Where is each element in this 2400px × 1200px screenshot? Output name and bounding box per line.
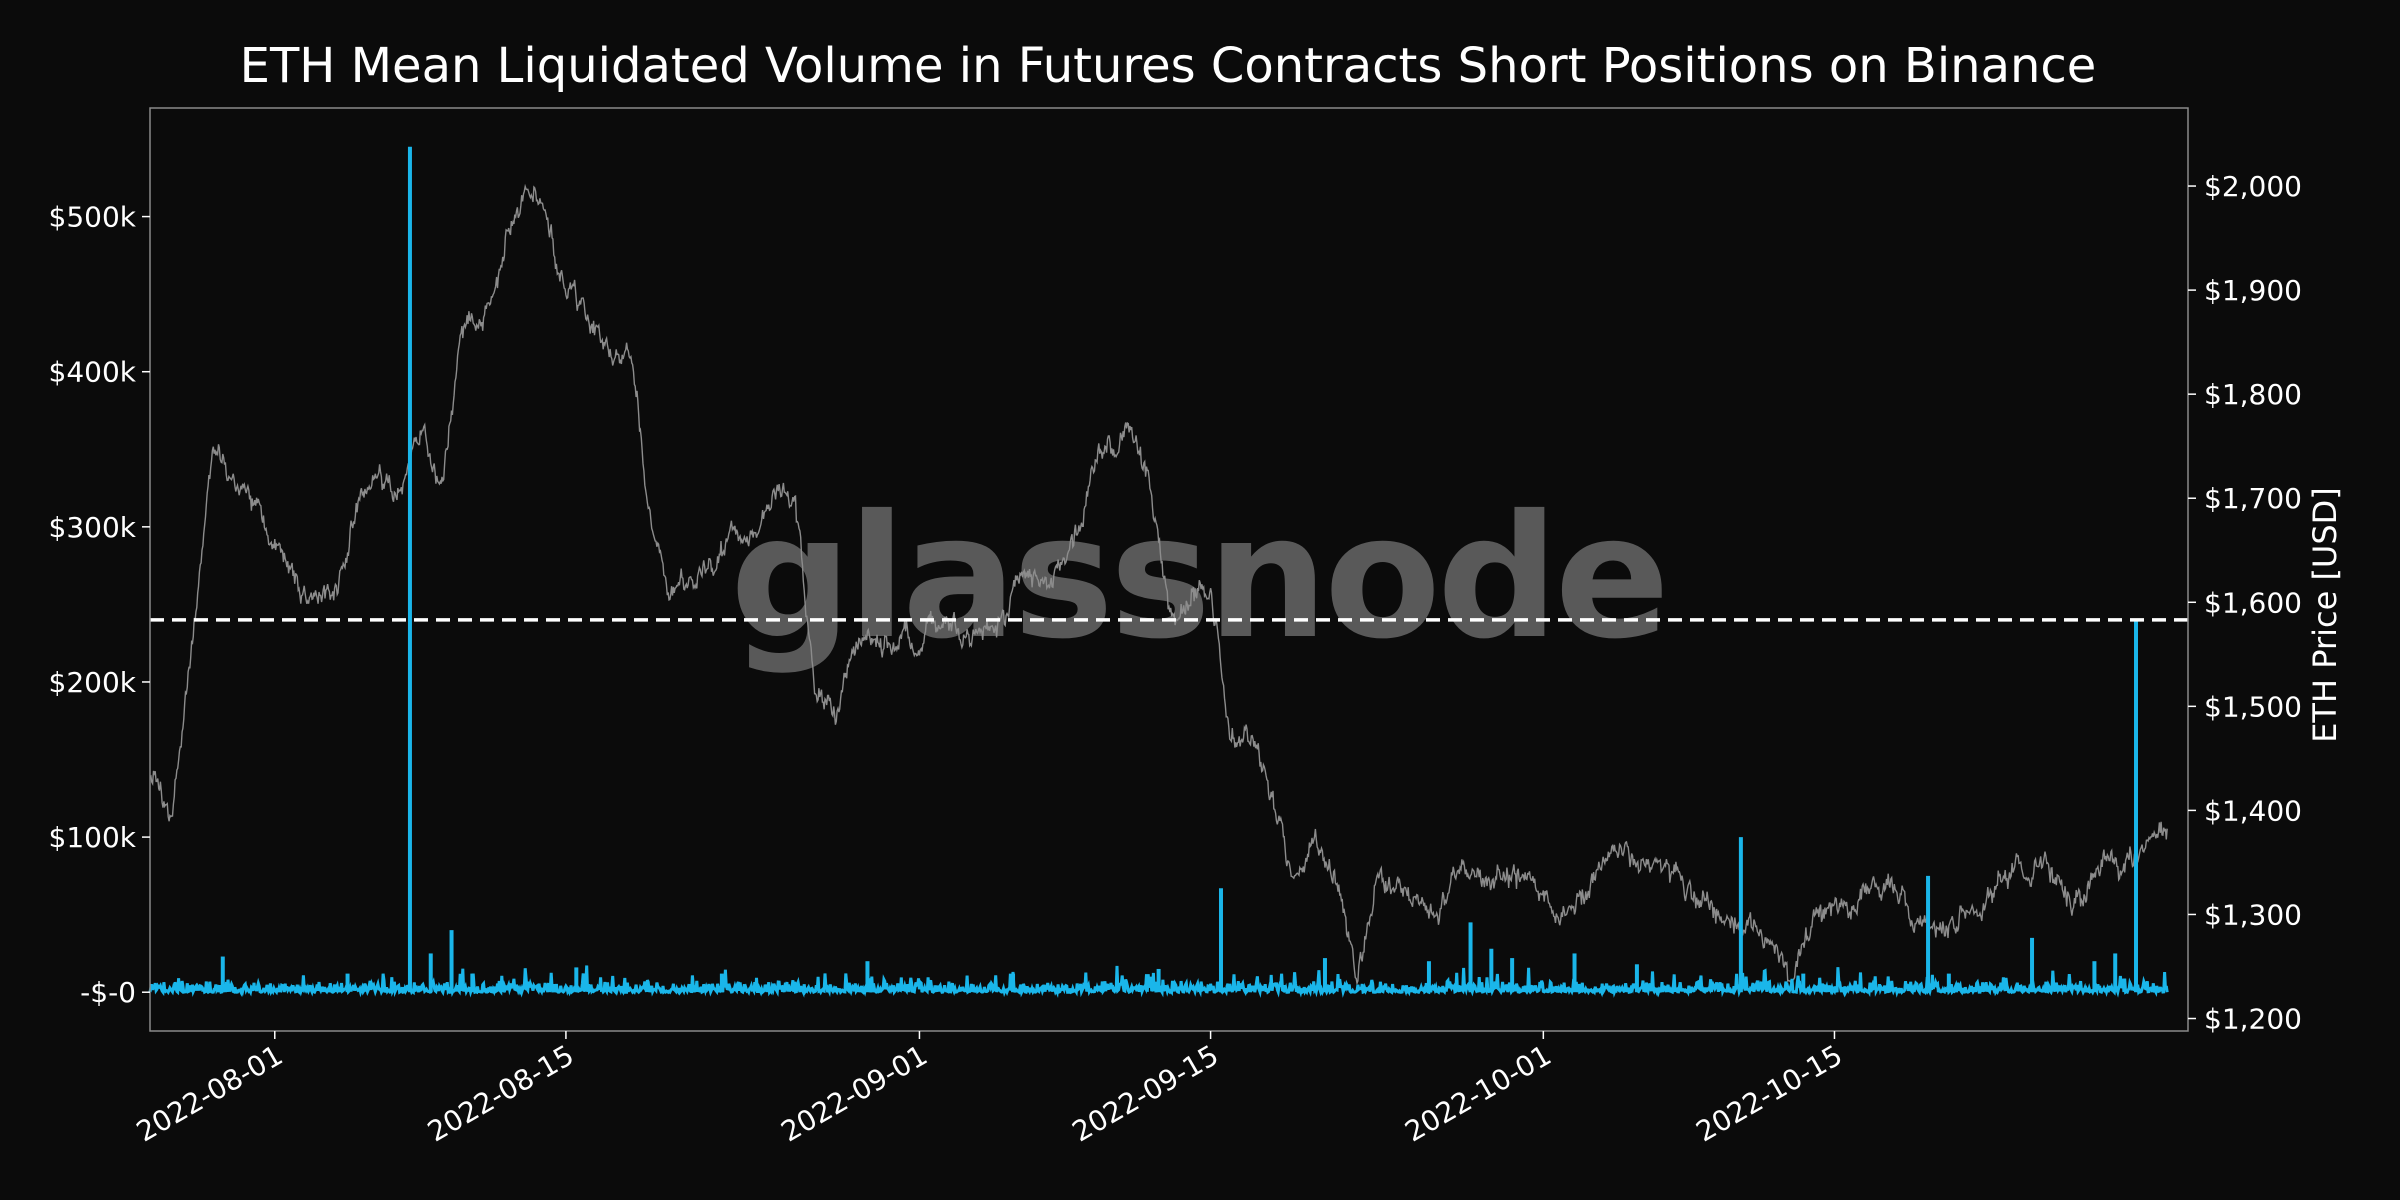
right-tick-label: $1,600: [2204, 586, 2302, 619]
left-tick-label: $400k: [49, 356, 137, 389]
right-axis-label: ETH Price [USD]: [2306, 487, 2344, 743]
left-tick-label: -$-0: [80, 976, 136, 1009]
price-series-line: [149, 183, 2168, 991]
plot-frame: [149, 107, 2189, 1032]
right-tick-label: $1,800: [2204, 378, 2302, 411]
right-tick-label: $1,200: [2204, 1003, 2302, 1036]
right-tick-label: $1,500: [2204, 690, 2302, 723]
watermark: glassnode: [730, 479, 1666, 677]
series-layer: [148, 146, 2188, 999]
right-tick-label: $2,000: [2204, 170, 2302, 203]
left-tick-label: $500k: [49, 201, 137, 234]
left-tick-label: $300k: [49, 511, 137, 544]
right-tick-label: $1,700: [2204, 482, 2302, 515]
left-tick-label: $200k: [49, 666, 137, 699]
right-tick-label: $1,900: [2204, 274, 2302, 307]
right-tick-label: $1,400: [2204, 794, 2302, 827]
left-tick-label: $100k: [49, 821, 137, 854]
right-tick-label: $1,300: [2204, 898, 2302, 931]
chart-title: ETH Mean Liquidated Volume in Futures Co…: [240, 38, 2097, 94]
